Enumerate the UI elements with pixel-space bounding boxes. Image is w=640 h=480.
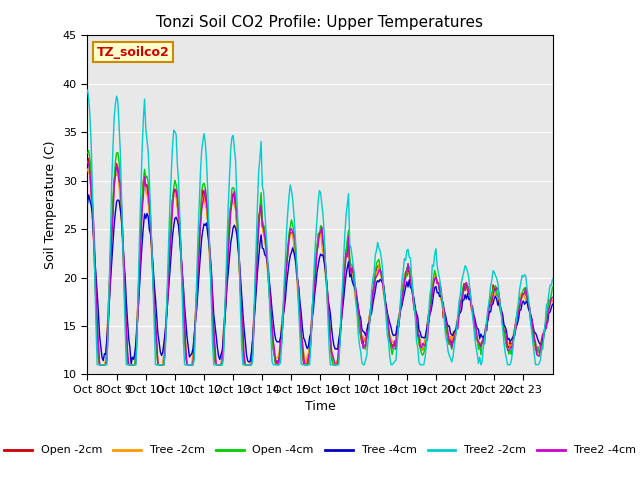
Title: Tonzi Soil CO2 Profile: Upper Temperatures: Tonzi Soil CO2 Profile: Upper Temperatur… xyxy=(157,15,483,30)
Y-axis label: Soil Temperature (C): Soil Temperature (C) xyxy=(44,141,58,269)
Text: TZ_soilco2: TZ_soilco2 xyxy=(97,46,170,59)
X-axis label: Time: Time xyxy=(305,400,335,413)
Legend: Open -2cm, Tree -2cm, Open -4cm, Tree -4cm, Tree2 -2cm, Tree2 -4cm: Open -2cm, Tree -2cm, Open -4cm, Tree -4… xyxy=(0,441,640,460)
